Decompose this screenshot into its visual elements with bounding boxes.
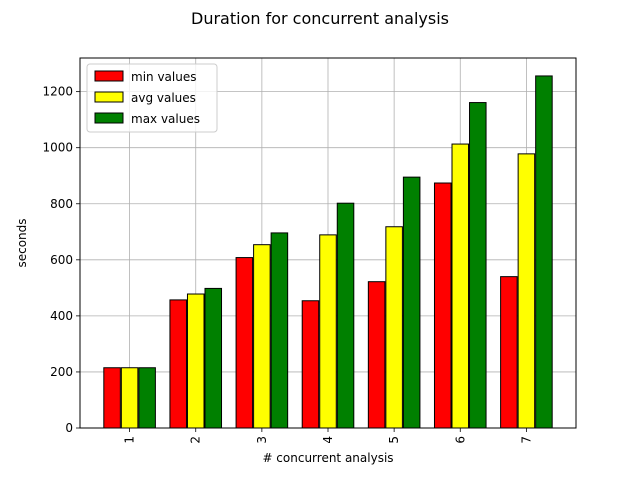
y-tick-label: 200	[50, 365, 73, 379]
bar-avg-values-4	[319, 234, 337, 429]
legend-swatch	[94, 70, 124, 82]
bar-avg-values-2	[186, 293, 205, 429]
y-axis-ticks: 0 200 400 600 800 1000 1200	[42, 85, 80, 435]
x-tick-label: 7	[519, 436, 533, 444]
y-tick-label: 1200	[42, 85, 73, 99]
y-axis-label: seconds	[15, 218, 29, 267]
bar-avg-values-1	[120, 367, 139, 429]
y-tick-label: 600	[50, 253, 73, 267]
bar-max-values-6	[469, 102, 487, 429]
bar-min-values-4	[301, 300, 320, 429]
bar-avg-values-6	[451, 143, 470, 429]
bar-min-values-2	[169, 299, 187, 429]
legend: min values avg values max values	[86, 63, 218, 133]
legend-label: avg values	[131, 91, 196, 105]
bar-max-values-1	[138, 367, 156, 429]
x-tick-label: 6	[453, 436, 467, 444]
bar-max-values-5	[402, 176, 421, 429]
bar-min-values-7	[500, 276, 518, 429]
y-tick-label: 0	[65, 421, 73, 435]
x-tick-label: 2	[189, 436, 203, 444]
x-axis-label: # concurrent analysis	[262, 451, 393, 465]
bar-min-values-5	[367, 281, 386, 429]
x-tick-label: 3	[255, 436, 269, 444]
bar-avg-values-7	[517, 153, 536, 429]
y-tick-label: 1000	[42, 141, 73, 155]
bar-max-values-3	[270, 232, 289, 429]
bar-min-values-3	[235, 257, 254, 429]
bar-max-values-7	[535, 75, 553, 429]
legend-swatch	[94, 112, 124, 124]
x-axis-ticks: 1 2 3 4 5 6 7	[123, 428, 533, 444]
bar-min-values-1	[103, 367, 121, 429]
bar-max-values-2	[204, 287, 223, 429]
bar-avg-values-3	[253, 244, 271, 429]
x-tick-label: 5	[387, 436, 401, 444]
legend-swatch	[94, 91, 124, 103]
bar-max-values-4	[336, 202, 355, 429]
x-tick-label: 1	[123, 436, 137, 444]
chart-title: Duration for concurrent analysis	[191, 9, 449, 28]
bar-min-values-6	[433, 182, 452, 429]
legend-label: min values	[131, 70, 196, 84]
bar-avg-values-5	[385, 226, 403, 429]
y-tick-label: 400	[50, 309, 73, 323]
legend-label: max values	[131, 112, 200, 126]
x-tick-label: 4	[321, 436, 335, 444]
y-tick-label: 800	[50, 197, 73, 211]
